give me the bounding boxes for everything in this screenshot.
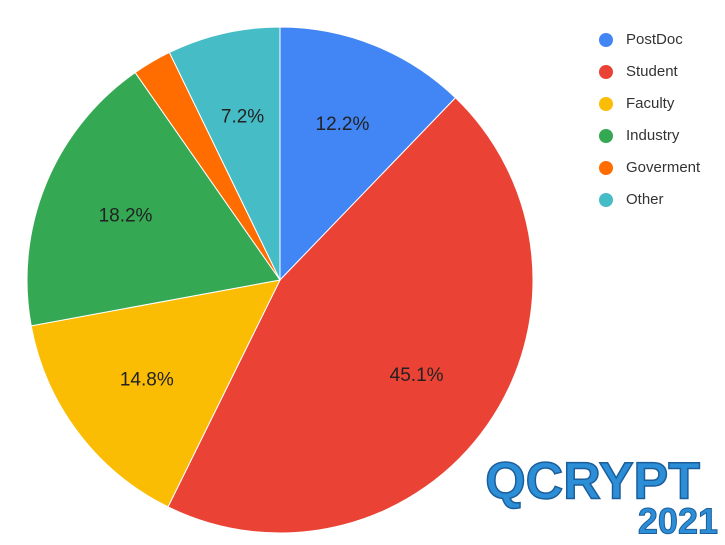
pie-slice xyxy=(26,71,281,327)
legend-swatch xyxy=(599,97,613,111)
slice-label: 12.2% xyxy=(316,114,370,135)
pie-slice xyxy=(30,279,281,508)
legend-swatch xyxy=(599,65,613,79)
slice-label: 45.1% xyxy=(390,365,444,386)
logo-name: QCRYPT xyxy=(485,453,700,511)
legend-label: Industry xyxy=(626,127,680,144)
legend-label: Faculty xyxy=(626,95,675,112)
legend-swatch xyxy=(599,129,613,143)
slice-label: 7.2% xyxy=(221,106,264,127)
legend-label: Student xyxy=(626,63,679,80)
pie-slice xyxy=(168,26,281,281)
legend-label: Goverment xyxy=(626,159,701,176)
legend-label: PostDoc xyxy=(626,31,683,48)
legend-swatch xyxy=(599,161,613,175)
pie xyxy=(26,26,534,534)
slice-label: 18.2% xyxy=(99,206,153,227)
pie-slice xyxy=(279,26,457,282)
legend-label: Other xyxy=(626,191,664,208)
legend-swatch xyxy=(599,193,613,207)
legend-swatch xyxy=(599,33,613,47)
logo-year: 2021 xyxy=(638,501,718,542)
slice-label: 14.8% xyxy=(120,370,174,391)
pie-slice xyxy=(167,97,534,534)
